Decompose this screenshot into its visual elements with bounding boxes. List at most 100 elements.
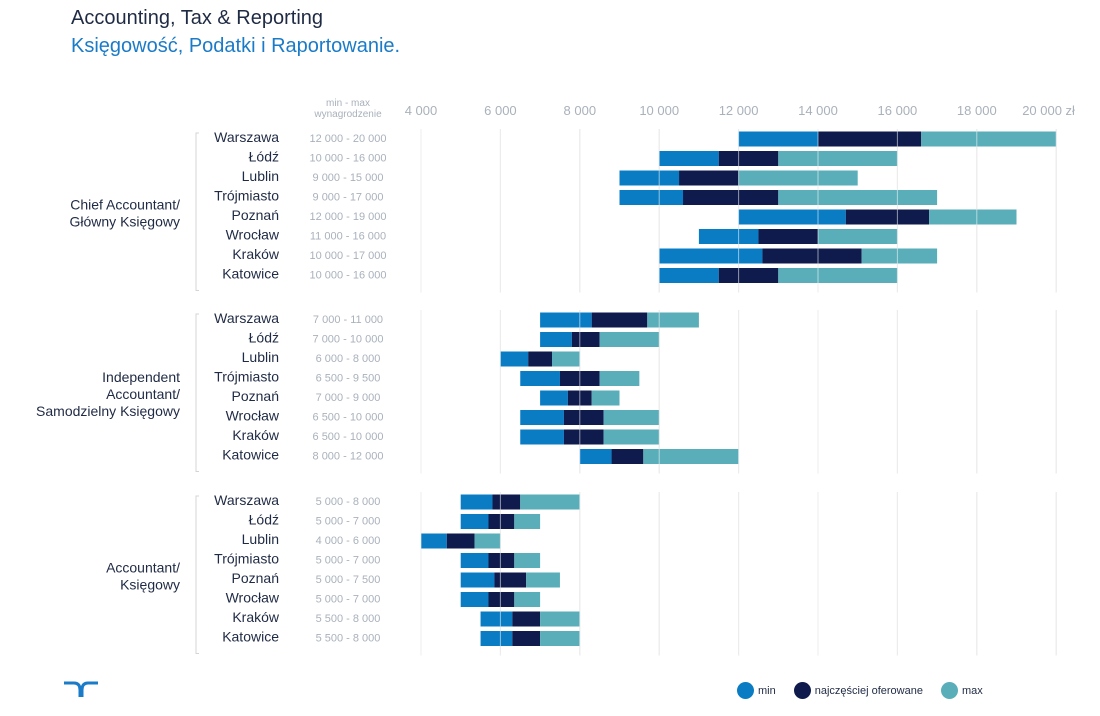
range-label: 6 500 - 10 000 [313,431,384,443]
city-label: Kraków [232,246,280,262]
bar-mode-segment [488,553,515,568]
bar-max-segment [778,268,898,283]
city-label: Poznań [232,207,279,223]
range-label: 8 000 - 12 000 [313,451,384,463]
legend-item-mode: najczęściej oferowane [793,682,923,699]
bar-min-segment [460,592,489,607]
bar-min-segment [698,229,759,244]
bar-max-segment [738,170,858,186]
city-label: Wrocław [226,590,280,606]
chart-legend: min najczęściej oferowane max [737,682,1001,699]
bar-min-segment [738,131,818,147]
bar-mode-segment [563,410,604,425]
bar-mode-segment [563,429,604,445]
bar-mode-segment [679,170,739,186]
x-tick-label: 10 000 [639,103,679,118]
city-label: Lublin [242,168,279,184]
x-tick-label: 14 000 [798,103,838,118]
bar-max-segment [526,572,560,588]
bar-min-segment [579,449,612,464]
city-label: Wrocław [226,227,280,243]
city-label: Trójmiasto [214,188,279,204]
city-label: Łódź [249,512,279,528]
x-tick-label: 6 000 [484,103,517,118]
range-label: 4 000 - 6 000 [316,535,381,547]
bar-min-segment [659,151,719,166]
bar-max-segment [514,514,541,529]
range-label: 5 500 - 8 000 [316,613,381,625]
range-label: 7 000 - 11 000 [313,314,383,326]
x-tick-label: 8 000 [564,103,597,118]
legend-dot-max [940,682,958,699]
range-label: 6 500 - 9 500 [316,373,381,385]
legend-dot-mode [793,682,811,699]
bar-min-segment [540,332,572,347]
brand-logo-icon [62,680,100,703]
bar-max-segment [520,494,580,510]
group-label: Accountant/ [106,559,180,575]
bar-max-segment [643,449,739,464]
range-label: 5 000 - 7 000 [316,516,381,528]
bar-mode-segment [512,611,541,627]
bar-max-segment [552,351,580,367]
bar-mode-segment [845,209,930,225]
range-label: 5 000 - 8 000 [316,496,381,508]
bar-max-segment [929,209,1017,225]
bar-min-segment [619,170,680,186]
page-subtitle: Księgowość, Podatki i Raportowanie. [71,35,401,57]
bar-mode-segment [488,514,515,529]
city-label: Kraków [232,427,280,443]
group-label: Samodzielny Księgowy [36,403,180,419]
legend-label-mode: najczęściej oferowane [814,684,923,697]
legend-label-max: max [961,684,983,697]
bar-max-segment [861,248,938,264]
range-label: 12 000 - 20 000 [309,133,386,145]
bar-max-segment [647,312,699,328]
range-label: 11 000 - 16 000 [310,231,386,243]
bar-mode-segment [571,332,600,347]
bar-max-segment [921,131,1057,147]
city-label: Katowice [222,629,279,645]
range-label: 10 000 - 17 000 [309,250,386,262]
bar-max-segment [474,533,501,549]
bar-max-segment [778,151,898,166]
bar-max-segment [599,332,660,347]
city-label: Warszawa [214,129,279,145]
bar-max-segment [540,631,580,646]
bar-min-segment [540,312,592,328]
range-column-header-line2: wynagrodzenie [313,109,382,120]
range-label: 10 000 - 16 000 [309,270,386,282]
group-bracket [195,132,199,291]
bar-min-segment [460,572,495,588]
bar-min-segment [659,248,763,264]
legend-dot-min [737,682,754,699]
page-title: Accounting, Tax & Reporting [71,7,324,29]
bar-mode-segment [512,631,541,646]
bar-max-segment [603,410,660,425]
bar-min-segment [520,371,560,386]
bar-max-segment [818,229,898,244]
city-label: Lublin [242,531,279,547]
bar-mode-segment [446,533,475,549]
city-label: Trójmiasto [214,551,279,567]
bar-min-segment [460,494,493,510]
range-label: 6 000 - 8 000 [316,353,381,365]
group-label: Główny Księgowy [70,213,181,229]
group-label: Księgowy [120,576,180,592]
group-label: Independent [102,369,180,385]
group-bracket [195,313,199,472]
legend-item-max: max [940,682,983,699]
range-column-header-line1: min - max [326,98,370,109]
bar-min-segment [460,553,489,568]
city-label: Kraków [232,609,280,625]
group-bracket [195,495,199,654]
bar-mode-segment [488,592,515,607]
bar-max-segment [599,371,640,386]
bar-min-segment [460,514,489,529]
bar-mode-segment [528,351,553,367]
city-label: Poznań [232,388,279,404]
bar-max-segment [514,553,541,568]
city-label: Warszawa [214,492,279,508]
city-label: Katowice [222,447,279,463]
